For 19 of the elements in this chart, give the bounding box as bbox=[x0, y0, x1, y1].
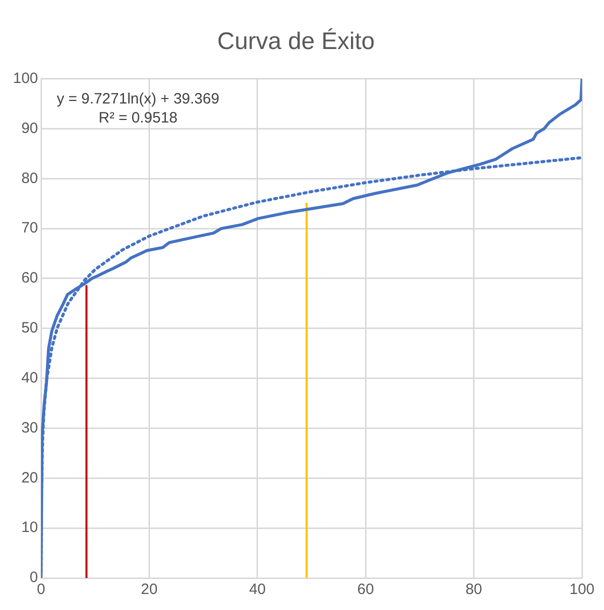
y-tick-label: 70 bbox=[21, 220, 38, 237]
annotation: R² = 0.9518 bbox=[98, 109, 178, 126]
annotation: y = 9.7271ln(x) + 39.369 bbox=[56, 90, 220, 108]
x-tick-label: 40 bbox=[249, 581, 266, 598]
y-tick-label: 0 bbox=[30, 569, 38, 586]
y-tick-label: 30 bbox=[21, 419, 38, 436]
x-tick-label: 80 bbox=[465, 581, 482, 598]
x-tick-label: 100 bbox=[569, 581, 595, 598]
y-tick-label: 20 bbox=[21, 469, 38, 486]
y-tick-label: 80 bbox=[21, 170, 38, 187]
x-tick-label: 20 bbox=[140, 581, 158, 598]
y-tick-label: 50 bbox=[21, 320, 38, 337]
y-tick-label: 90 bbox=[21, 120, 38, 137]
x-tick-label: 60 bbox=[357, 581, 374, 598]
y-tick-label: 100 bbox=[12, 70, 38, 87]
y-tick-label: 60 bbox=[21, 270, 38, 287]
chart-title: Curva de Éxito bbox=[217, 28, 375, 56]
y-tick-label: 10 bbox=[21, 519, 38, 536]
y-tick-label: 40 bbox=[21, 369, 38, 386]
